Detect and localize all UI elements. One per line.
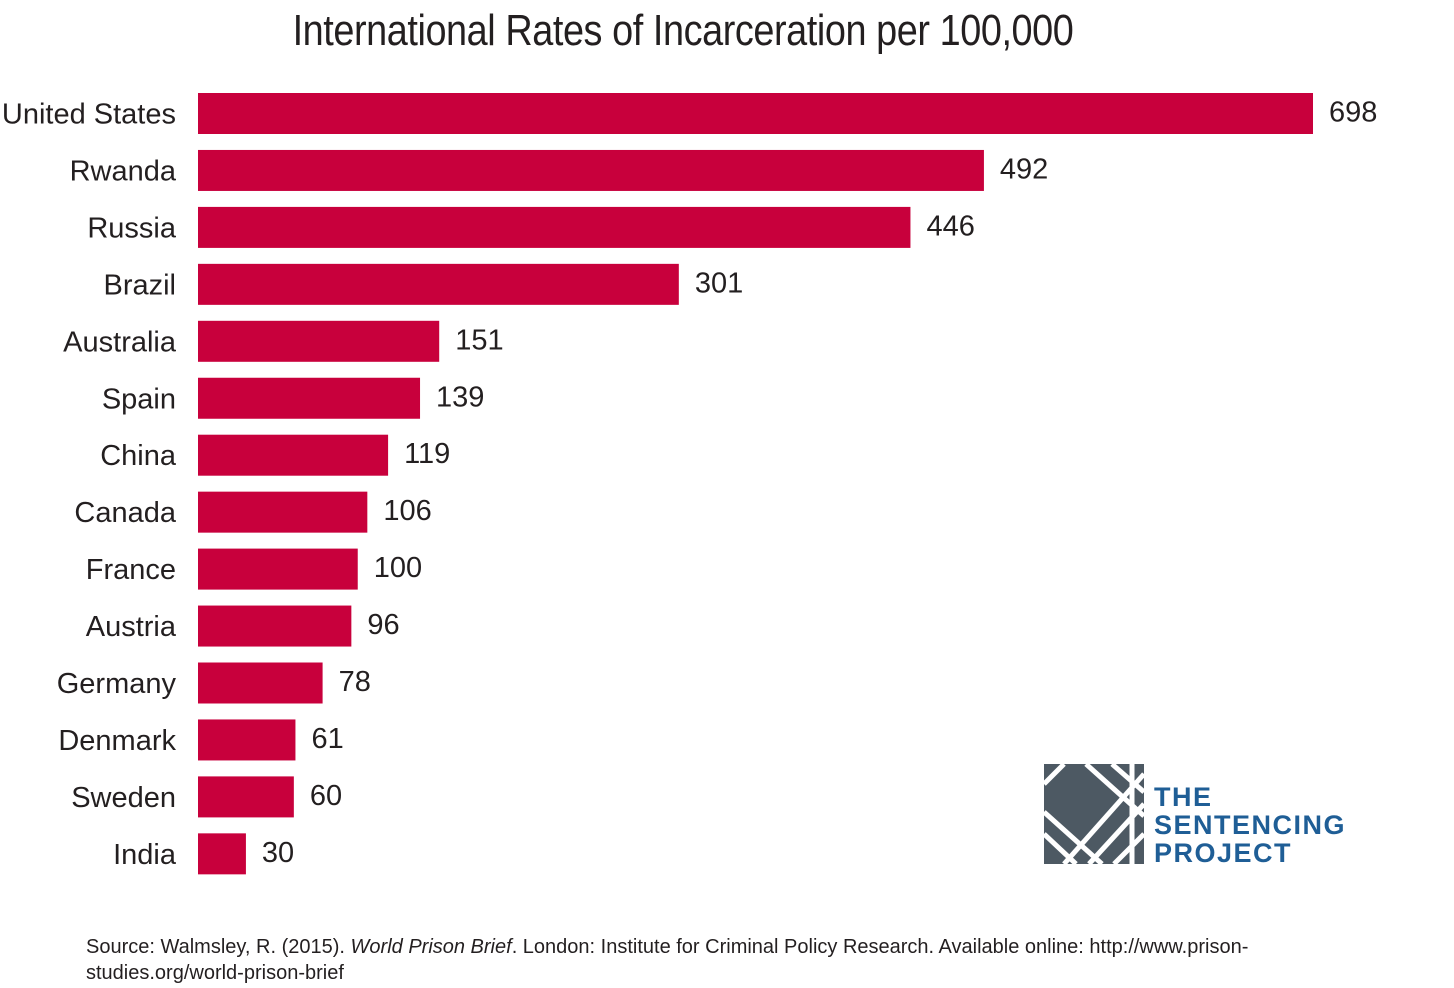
bar-united-states (198, 93, 1313, 134)
bar-brazil (198, 263, 679, 305)
value-label-austria: 96 (367, 609, 399, 641)
value-label-united-states: 698 (1329, 97, 1377, 129)
bar-china (198, 434, 389, 476)
source-prefix: Source: Walmsley, R. (2015). (86, 936, 351, 958)
bar-russia (198, 206, 911, 248)
bar-germany (198, 662, 323, 704)
bar-france (198, 548, 358, 590)
value-label-spain: 139 (436, 381, 484, 413)
value-label-france: 100 (374, 552, 422, 584)
bar-spain (198, 377, 421, 419)
bar-austria (198, 605, 352, 647)
bar-india (198, 833, 246, 875)
source-title: World Prison Brief (350, 936, 512, 958)
bar-rwanda (198, 149, 984, 191)
category-label-denmark: Denmark (58, 725, 176, 757)
logo-text-line-2: SENTENCING (1154, 810, 1347, 840)
category-label-canada: Canada (74, 497, 176, 529)
category-label-austria: Austria (86, 611, 177, 643)
logo-text-line-1: THE (1154, 782, 1213, 812)
value-label-germany: 78 (339, 666, 371, 698)
category-label-spain: Spain (102, 383, 176, 415)
bar-denmark (198, 719, 296, 761)
value-label-rwanda: 492 (1000, 153, 1048, 185)
value-label-denmark: 61 (311, 723, 343, 755)
category-label-germany: Germany (57, 668, 177, 700)
category-label-australia: Australia (63, 326, 177, 358)
category-label-brazil: Brazil (103, 269, 176, 301)
chart-title: International Rates of Incarceration per… (292, 6, 1074, 55)
category-label-russia: Russia (87, 212, 177, 244)
category-label-india: India (113, 839, 177, 871)
value-label-china: 119 (404, 438, 450, 470)
value-label-canada: 106 (383, 495, 431, 527)
category-label-france: France (86, 554, 176, 586)
source-note: Source: Walmsley, R. (2015). World Priso… (86, 934, 1306, 986)
bar-sweden (198, 776, 294, 818)
value-label-sweden: 60 (310, 780, 342, 812)
logo-text-line-3: PROJECT (1154, 838, 1293, 868)
category-label-united-states: United States (2, 99, 176, 131)
value-label-australia: 151 (455, 324, 503, 356)
category-label-sweden: Sweden (71, 782, 176, 814)
bar-canada (198, 491, 368, 533)
category-label-china: China (100, 440, 177, 472)
value-label-brazil: 301 (695, 267, 743, 299)
sentencing-project-logo: THE SENTENCING PROJECT (1044, 764, 1364, 868)
bar-australia (198, 320, 440, 362)
sentencing-project-logo-mark-icon (1044, 764, 1144, 864)
value-label-india: 30 (262, 837, 294, 869)
value-label-russia: 446 (926, 210, 974, 242)
source-suffix: . London: Institute for Criminal Policy … (86, 936, 1249, 984)
bar-chart: United States 698 Rwanda 492 Russia 446 Brazil… (2, 93, 1377, 875)
category-label-rwanda: Rwanda (70, 155, 177, 187)
